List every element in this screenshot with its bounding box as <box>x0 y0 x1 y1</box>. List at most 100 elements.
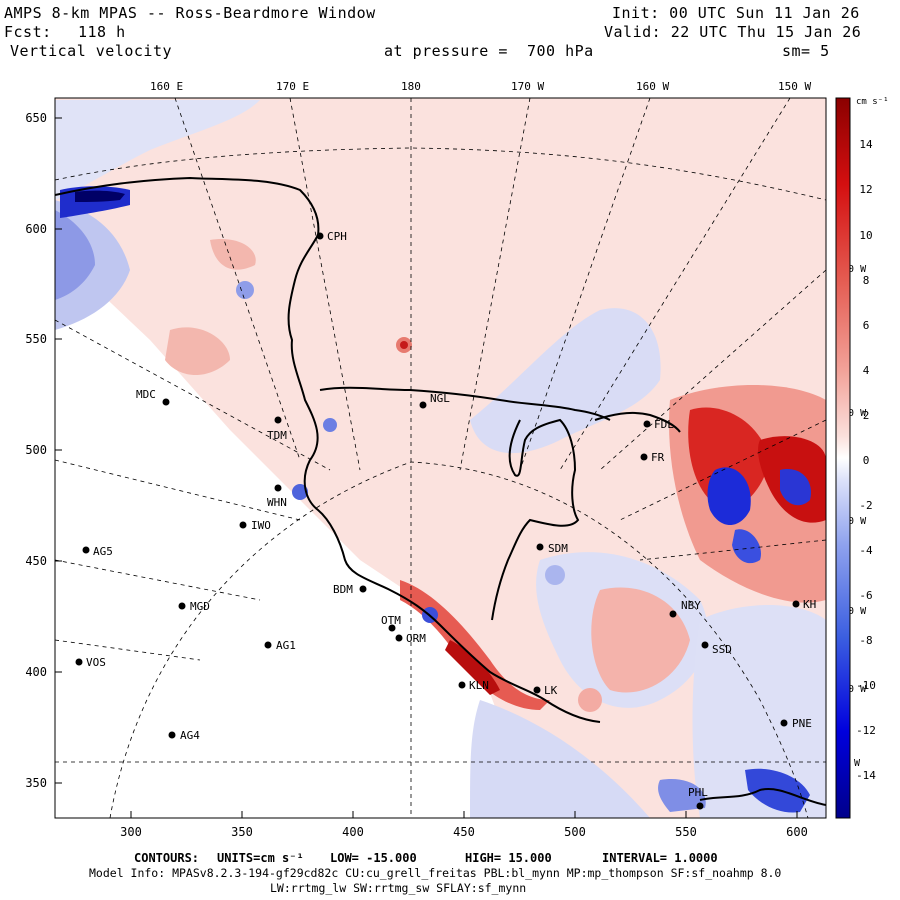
colorbar-tick: -6 <box>859 589 872 602</box>
contours-interval: INTERVAL= 1.0000 <box>602 851 718 865</box>
station-CPH: CPH <box>316 230 347 243</box>
coastline <box>55 176 826 806</box>
y-tick-label: 450 <box>25 554 47 568</box>
variable-name: Vertical velocity <box>10 42 173 60</box>
colorbar-unit: cm s⁻¹ <box>856 97 889 107</box>
svg-text:SSD: SSD <box>712 643 732 656</box>
station-TDM: TDM <box>267 416 287 442</box>
station-FDL: FDL <box>643 418 674 431</box>
forecast-hour-value: 118 h <box>78 23 126 41</box>
colorbar-tick: 14 <box>859 138 873 151</box>
svg-text:NGL: NGL <box>430 392 450 405</box>
station-SDM: SDM <box>536 542 568 555</box>
station-OTM: OTM <box>381 614 401 632</box>
svg-text:KH: KH <box>803 598 816 611</box>
y-tick-label: 550 <box>25 332 47 346</box>
station-KLN: KLN <box>458 679 489 692</box>
meridian-label: 130 W <box>836 408 867 419</box>
svg-text:WHN: WHN <box>267 496 287 509</box>
x-tick-label: 600 <box>786 825 808 839</box>
station-KH: KH <box>792 598 816 611</box>
svg-text:NBY: NBY <box>681 599 701 612</box>
station-PHL: PHL <box>688 786 708 810</box>
station-WHN: WHN <box>267 484 287 509</box>
svg-text:KLN: KLN <box>469 679 489 692</box>
model-info: Model Info: MPASv8.2.3-194-gf29cd82c CU:… <box>89 866 782 880</box>
meridian-label: 100 W <box>836 684 867 695</box>
colorbar-tick: -8 <box>859 634 872 647</box>
lon-label: 160 W <box>636 80 669 93</box>
meridian-label: 110 W <box>836 606 867 617</box>
svg-text:CPH: CPH <box>327 230 347 243</box>
colorbar-tick: -4 <box>859 544 873 557</box>
contours-label: CONTOURS: <box>134 851 200 865</box>
colorbar: cm s⁻¹ 14 12 10 8 6 4 2 0 -2 -4 -6 -8 -1… <box>835 97 889 819</box>
colorbar-tick: -10 <box>856 679 876 692</box>
y-tick-label: 400 <box>25 665 47 679</box>
colorbar-tick: 0 <box>863 454 870 467</box>
left-axis-labels: 650 600 550 500 450 400 350 <box>25 111 47 790</box>
colorbar-tick: -12 <box>856 724 876 737</box>
svg-text:VOS: VOS <box>86 656 106 669</box>
contours-low: LOW= -15.000 <box>330 851 417 865</box>
station-AG4: AG4 <box>168 729 200 742</box>
svg-text:PHL: PHL <box>688 786 708 799</box>
lon-label: 150 W <box>778 80 811 93</box>
station-FR: FR <box>640 451 665 464</box>
colorbar-tick: -2 <box>859 499 872 512</box>
left-ticks <box>55 117 798 818</box>
svg-text:OTM: OTM <box>381 614 401 627</box>
svg-text:TDM: TDM <box>267 429 287 442</box>
lon-label: 170 W <box>511 80 544 93</box>
svg-text:FDL: FDL <box>654 418 674 431</box>
colorbar-tick: 6 <box>863 319 870 332</box>
x-tick-label: 300 <box>120 825 142 839</box>
station-NBY: NBY <box>669 599 701 618</box>
station-NGL: NGL <box>419 392 450 409</box>
x-tick-label: 550 <box>675 825 697 839</box>
station-IWO: IWO <box>239 519 271 532</box>
station-PNE: PNE <box>780 717 812 730</box>
svg-text:AG5: AG5 <box>93 545 113 558</box>
meridian-label: 120 W <box>836 516 867 527</box>
station-AG5: AG5 <box>82 545 113 558</box>
lon-label: 180 <box>401 80 421 93</box>
model-info-2: LW:rrtmg_lw SW:rrtmg_sw SFLAY:sf_mynn <box>270 881 527 895</box>
x-tick-label: 450 <box>453 825 475 839</box>
colorbar-tick: 12 <box>859 183 872 196</box>
station-MGD: MGD <box>178 600 210 613</box>
colorbar-tick: 8 <box>863 274 870 287</box>
station-SSD: SSD <box>701 641 732 656</box>
svg-text:MDC: MDC <box>136 388 156 401</box>
map-title: AMPS 8-km MPAS -- Ross-Beardmore Window <box>4 4 376 22</box>
top-longitude-labels: 160 E 170 E 180 170 W 160 W 150 W <box>150 80 811 93</box>
map-border <box>54 97 827 819</box>
station-BDM: BDM <box>333 583 367 596</box>
graticule <box>54 97 827 819</box>
valid-time: Valid: 22 UTC Thu 15 Jan 26 <box>604 23 862 41</box>
svg-text:AG4: AG4 <box>180 729 200 742</box>
station-ORM: ORM <box>395 632 426 645</box>
svg-text:PNE: PNE <box>792 717 812 730</box>
svg-text:MGD: MGD <box>190 600 210 613</box>
x-tick-label: 500 <box>564 825 586 839</box>
station-AG1: AG1 <box>264 639 296 652</box>
colorbar-tick: 2 <box>863 409 870 422</box>
station-MDC: MDC <box>136 388 170 406</box>
y-tick-label: 500 <box>25 443 47 457</box>
colorbar-tick: 10 <box>859 229 872 242</box>
svg-text:FR: FR <box>651 451 665 464</box>
y-tick-label: 650 <box>25 111 47 125</box>
x-tick-label: 400 <box>342 825 364 839</box>
x-tick-label: 350 <box>231 825 253 839</box>
init-time: Init: 00 UTC Sun 11 Jan 26 <box>612 4 860 22</box>
svg-text:IWO: IWO <box>251 519 271 532</box>
colorbar-ticks: 14 12 10 8 6 4 2 0 -2 -4 -6 -8 -10 -12 -… <box>856 138 876 782</box>
station-VOS: VOS <box>75 656 106 669</box>
svg-text:AG1: AG1 <box>276 639 296 652</box>
contours-high: HIGH= 15.000 <box>465 851 552 865</box>
forecast-hour-label: Fcst: <box>4 23 52 41</box>
contours-units: UNITS=cm s⁻¹ <box>217 851 304 865</box>
svg-text:LK: LK <box>544 684 558 697</box>
